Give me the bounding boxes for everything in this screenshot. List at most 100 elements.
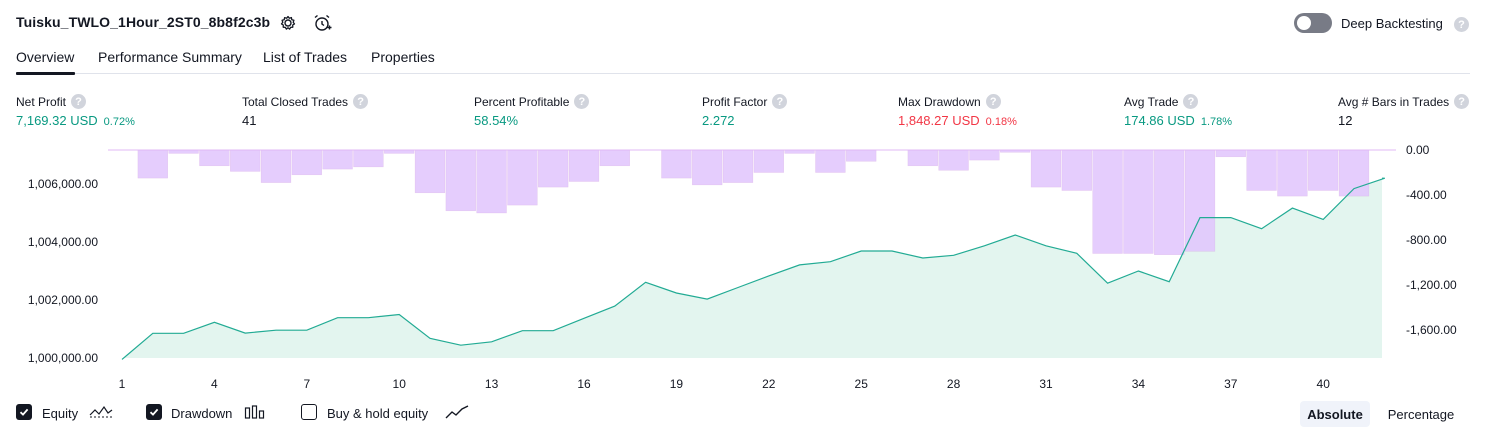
drawdown-bar (692, 149, 723, 186)
x-tick-label: 31 (1039, 377, 1053, 391)
drawdown-bar (137, 149, 168, 179)
drawdown-bar (661, 149, 692, 179)
percent-profitable-value-text: 58.54% (474, 113, 519, 128)
total-closed-trades-value-text: 41 (242, 113, 257, 128)
active-tab-indicator (16, 72, 75, 75)
profit-factor-value-text: 2.272 (702, 113, 735, 128)
drawdown-legend-label: Drawdown (171, 406, 233, 421)
y-left-tick-label: 1,006,000.00 (28, 177, 98, 191)
net-profit-value-text: 7,169.32 USD (16, 113, 98, 128)
drawdown-bar (815, 149, 846, 173)
profit-factor-label: Profit Factor? (702, 94, 788, 109)
toggle-knob (1297, 16, 1311, 30)
drawdown-bar (846, 149, 877, 162)
help-icon[interactable]: ? (71, 94, 87, 109)
drawdown-bar (1154, 149, 1185, 255)
x-tick-label: 1 (119, 377, 126, 391)
drawdown-bar (260, 149, 292, 183)
deep-backtesting-toggle[interactable] (1294, 13, 1332, 33)
drawdown-bars-icon (244, 405, 266, 425)
absolute-button[interactable]: Absolute (1300, 401, 1370, 427)
drawdown-bar (1246, 149, 1277, 191)
max-drawdown-value-text: 1,848.27 USD (898, 113, 980, 128)
drawdown-bar (353, 149, 384, 168)
profit-factor-label-text: Profit Factor (702, 94, 768, 109)
avg-trade-value: 174.86 USD 1.78% (1124, 113, 1232, 128)
y-right-tick-label: -800.00 (1406, 233, 1447, 247)
x-tick-label: 28 (947, 377, 961, 391)
drawdown-bar (1184, 149, 1216, 252)
tabs-divider (16, 73, 1470, 74)
drawdown-bar (538, 149, 569, 188)
equity-area (122, 178, 1385, 360)
drawdown-bar (753, 149, 784, 173)
deep-backtesting-label: Deep Backtesting (1341, 16, 1443, 31)
drawdown-bar (1061, 149, 1092, 191)
help-icon[interactable]: ? (574, 94, 590, 109)
x-tick-label: 13 (485, 377, 499, 391)
drawdown-checkbox[interactable] (146, 404, 162, 420)
buy-hold-checkbox[interactable] (301, 404, 317, 420)
drawdown-bar (199, 149, 230, 167)
drawdown-bar (384, 149, 415, 154)
x-tick-label: 40 (1317, 377, 1331, 391)
avg-trade-value-text: 174.86 USD (1124, 113, 1195, 128)
x-tick-label: 25 (855, 377, 869, 391)
percent-profitable-value: 58.54% (474, 113, 518, 128)
drawdown-bar (722, 149, 754, 183)
y-right-tick-label: 0.00 (1406, 143, 1430, 157)
y-left-tick-label: 1,000,000.00 (28, 351, 98, 365)
tab-properties[interactable]: Properties (371, 49, 435, 65)
help-icon[interactable]: ? (1183, 94, 1199, 109)
drawdown-bar (969, 149, 1000, 161)
drawdown-bar (1308, 149, 1339, 191)
help-icon[interactable]: ? (1454, 94, 1470, 109)
x-tick-label: 16 (577, 377, 591, 391)
avg-bars-in-trades-value-text: 12 (1338, 113, 1353, 128)
drawdown-bar (568, 149, 600, 182)
x-tick-label: 10 (393, 377, 407, 391)
strategy-title: Tuisku_TWLO_1Hour_2ST0_8b8f2c3b (16, 14, 271, 30)
gear-icon[interactable] (277, 12, 299, 34)
drawdown-bar (476, 149, 507, 214)
tab-performance-summary[interactable]: Performance Summary (98, 49, 242, 65)
help-icon[interactable]: ? (985, 94, 1001, 109)
net-profit-percent: 0.72% (103, 116, 135, 128)
net-profit-value: 7,169.32 USD 0.72% (16, 113, 135, 128)
x-tick-label: 34 (1132, 377, 1146, 391)
drawdown-bar (230, 149, 261, 172)
drawdown-bar (414, 149, 446, 194)
x-tick-label: 19 (670, 377, 684, 391)
drawdown-bar (291, 149, 322, 176)
x-tick-label: 4 (211, 377, 218, 391)
profit-factor-value: 2.272 (702, 113, 735, 128)
alarm-clock-plus-icon[interactable] (311, 12, 333, 34)
equity-legend-label: Equity (42, 406, 79, 421)
y-right-tick-label: -400.00 (1406, 188, 1447, 202)
help-icon[interactable]: ? (1454, 17, 1469, 32)
net-profit-label-text: Net Profit (16, 94, 67, 109)
x-tick-label: 22 (762, 377, 776, 391)
x-tick-label: 37 (1224, 377, 1238, 391)
drawdown-bar (1030, 149, 1062, 188)
percent-profitable-label-text: Percent Profitable (474, 94, 570, 109)
percentage-button[interactable]: Percentage (1387, 406, 1455, 422)
help-icon[interactable]: ? (353, 94, 369, 109)
buy-hold-line-icon (445, 404, 469, 425)
drawdown-bar (322, 149, 353, 170)
tab-overview[interactable]: Overview (16, 49, 75, 65)
avg-bars-in-trades-label-text: Avg # Bars in Trades (1338, 94, 1450, 109)
drawdown-bar (445, 149, 476, 212)
tab-list-of-trades[interactable]: List of Trades (263, 49, 348, 65)
y-left-tick-label: 1,004,000.00 (28, 235, 98, 249)
help-icon[interactable]: ? (772, 94, 788, 109)
avg-bars-in-trades-value: 12 (1338, 113, 1352, 128)
buy-hold-legend-label: Buy & hold equity (327, 406, 429, 421)
drawdown-bar (1215, 149, 1246, 158)
avg-trade-percent: 1.78% (1200, 116, 1233, 128)
drawdown-bar (1092, 149, 1123, 254)
equity-line (121, 177, 1385, 360)
equity-checkbox[interactable] (16, 404, 32, 420)
max-drawdown-label-text: Max Drawdown (898, 94, 981, 109)
y-right-tick-label: -1,600.00 (1406, 323, 1457, 337)
